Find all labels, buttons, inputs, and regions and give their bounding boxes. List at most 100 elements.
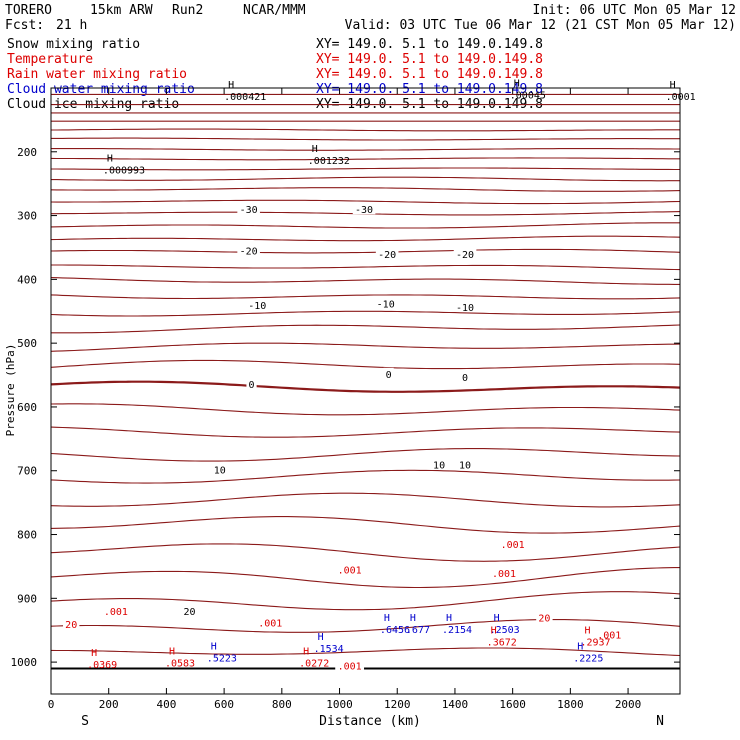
contour-label-bg bbox=[430, 458, 448, 470]
contour-label: -10 bbox=[248, 301, 266, 312]
contour-label: .001 bbox=[258, 619, 282, 630]
maximum-value: .0369 bbox=[87, 660, 117, 671]
y-tick-label: 700 bbox=[17, 465, 37, 478]
contour-label: 10 bbox=[214, 465, 226, 476]
y-axis-label: Pressure (hPa) bbox=[4, 344, 17, 437]
maximum-marker: H bbox=[494, 613, 500, 624]
isotherm-line bbox=[50, 294, 681, 300]
x-tick-label: 1800 bbox=[557, 698, 584, 711]
contour-label: -20 bbox=[456, 250, 474, 261]
x-tick-label: 1600 bbox=[499, 698, 526, 711]
isotherm-line bbox=[50, 359, 681, 370]
legend-name-temperature: Temperature bbox=[7, 52, 93, 67]
legend-name-rain: Rain water mixing ratio bbox=[7, 67, 187, 82]
contour-label-bg bbox=[498, 538, 528, 550]
x-tick-label: 2000 bbox=[615, 698, 642, 711]
y-tick-label: 1000 bbox=[11, 656, 38, 669]
header-valid: Valid: 03 UTC Tue 06 Mar 12 (21 CST Mon … bbox=[345, 18, 736, 33]
header-model: TORERO bbox=[5, 3, 52, 18]
isotherm-line bbox=[50, 647, 681, 657]
isotherm-line bbox=[50, 235, 681, 242]
contour-label-bg bbox=[62, 617, 80, 629]
y-tick-label: 500 bbox=[17, 337, 37, 350]
contour-label-bg bbox=[237, 244, 260, 256]
contour-label-bg bbox=[335, 563, 365, 575]
isotherm-line bbox=[50, 543, 681, 562]
contour-label-bg bbox=[383, 367, 394, 379]
isotherm-line bbox=[50, 618, 681, 633]
contour-label-bg bbox=[255, 616, 285, 628]
legend-xy-cloud-water: XY= 149.0. 5.1 to 149.0.149.8 bbox=[316, 82, 543, 97]
maximum-marker: H bbox=[577, 642, 583, 653]
isotherm-line bbox=[51, 324, 681, 334]
isotherm-line bbox=[50, 516, 681, 534]
legend-xy-snow: XY= 149.0. 5.1 to 149.0.149.8 bbox=[316, 37, 543, 52]
contour-label: 10 bbox=[433, 460, 445, 471]
isotherm-line bbox=[50, 492, 681, 508]
y-tick-label: 800 bbox=[17, 529, 37, 542]
x-tick-label: 1200 bbox=[384, 698, 411, 711]
maximum-value: .2937 bbox=[580, 638, 610, 649]
contour-label: -30 bbox=[355, 205, 373, 216]
maximum-marker: H bbox=[312, 144, 318, 155]
header-fcst-label: Fcst: bbox=[5, 18, 44, 33]
contour-label: 10 bbox=[459, 460, 471, 471]
isotherm-line bbox=[50, 310, 681, 317]
y-tick-label: 400 bbox=[17, 273, 37, 286]
isotherm-line bbox=[50, 591, 681, 611]
y-tick-label: 300 bbox=[17, 210, 37, 223]
maximum-value: .00045 bbox=[510, 90, 546, 101]
maximum-marker: H bbox=[446, 613, 452, 624]
maximum-value: .3672 bbox=[487, 638, 517, 649]
contour-label: .001 bbox=[338, 566, 362, 577]
contour-label-bg bbox=[536, 611, 553, 623]
maximum-marker: H bbox=[318, 632, 324, 643]
x-tick-label: 1000 bbox=[326, 698, 353, 711]
y-tick-label: 600 bbox=[17, 401, 37, 414]
x-tick-label: 400 bbox=[156, 698, 176, 711]
contour-label-bg bbox=[246, 298, 269, 310]
x-tick-label: 1400 bbox=[442, 698, 469, 711]
maximum-value: .1534 bbox=[314, 644, 344, 655]
maximum-value: .677 bbox=[406, 625, 430, 636]
header-org: NCAR/MMM bbox=[243, 3, 306, 18]
contour-label: .001 bbox=[492, 569, 516, 580]
contour-label-bg bbox=[456, 458, 474, 470]
x-tick-label: 200 bbox=[99, 698, 119, 711]
contour-label-bg bbox=[237, 203, 260, 215]
maximum-marker: H bbox=[169, 647, 175, 658]
y-tick-label: 900 bbox=[17, 592, 37, 605]
x-tick-label: 0 bbox=[48, 698, 55, 711]
contour-label: -20 bbox=[378, 250, 396, 261]
maximum-marker: H bbox=[107, 154, 113, 165]
header: TORERO 15km ARW Run2 NCAR/MMM Init: 06 U… bbox=[5, 3, 736, 33]
maximum-marker: H bbox=[384, 613, 390, 624]
isotherm-line bbox=[51, 137, 680, 141]
isotherm-line bbox=[51, 148, 680, 151]
legend-name-snow: Snow mixing ratio bbox=[7, 37, 140, 52]
maximum-marker: H bbox=[670, 80, 676, 91]
maximum-marker: H bbox=[91, 648, 97, 659]
isotherm-line bbox=[51, 176, 680, 182]
isotherm-line bbox=[51, 264, 681, 271]
legend-name-cloud-water: Cloud water mixing ratio bbox=[7, 82, 195, 97]
maximum-value: .0001 bbox=[666, 92, 696, 103]
contour-label-bg bbox=[453, 300, 477, 312]
isotherm-line bbox=[50, 380, 681, 393]
maximum-value: .5223 bbox=[207, 654, 237, 665]
isotherm-line bbox=[50, 342, 681, 352]
maximum-value: .0583 bbox=[165, 659, 195, 670]
legend: Snow mixing ratio XY= 149.0. 5.1 to 149.… bbox=[7, 37, 543, 112]
contour-label-bg bbox=[459, 370, 471, 382]
maximum-marker: H bbox=[303, 647, 309, 658]
isotherm-line bbox=[50, 187, 681, 192]
maximum-value: .2225 bbox=[573, 654, 603, 665]
x-axis-label: Distance (km) bbox=[319, 714, 421, 729]
contour-label: -10 bbox=[456, 303, 474, 314]
maximum-marker: H bbox=[514, 78, 520, 89]
isotherm-line bbox=[50, 222, 680, 229]
contour-label: .001 bbox=[597, 631, 621, 642]
contour-label: -30 bbox=[240, 205, 258, 216]
isotherm-line bbox=[50, 448, 681, 462]
